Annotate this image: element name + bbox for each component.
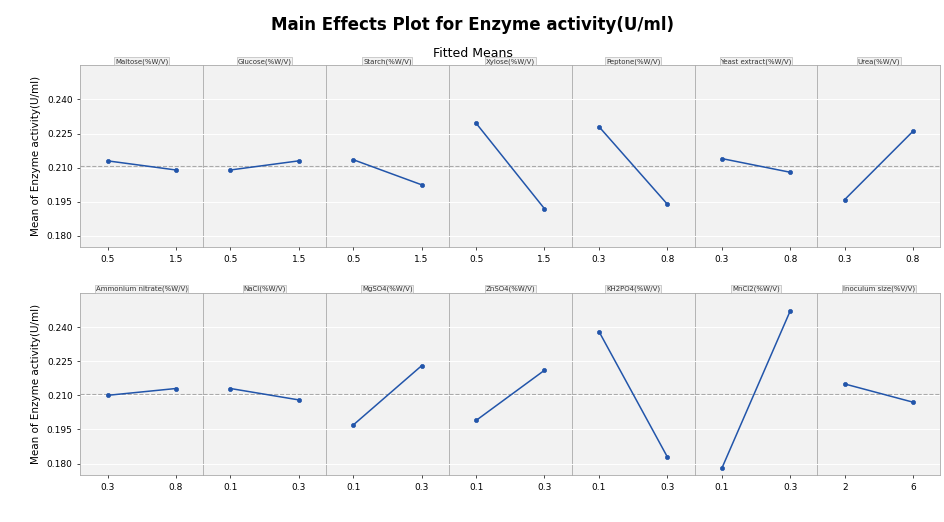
Title: KH2PO4(%W/V): KH2PO4(%W/V) (605, 286, 660, 292)
Text: Main Effects Plot for Enzyme activity(U/ml): Main Effects Plot for Enzyme activity(U/… (271, 16, 673, 33)
Title: Xylose(%W/V): Xylose(%W/V) (485, 58, 534, 65)
Title: Inoculum size(%V/V): Inoculum size(%V/V) (842, 286, 914, 292)
Title: ZnSO4(%W/V): ZnSO4(%W/V) (485, 286, 534, 292)
Title: MgSO4(%W/V): MgSO4(%W/V) (362, 286, 413, 292)
Title: Peptone(%W/V): Peptone(%W/V) (605, 58, 660, 65)
Title: Ammonium nitrate(%W/V): Ammonium nitrate(%W/V) (95, 286, 188, 292)
Title: Maltose(%W/V): Maltose(%W/V) (115, 58, 168, 65)
Text: Fitted Means: Fitted Means (432, 47, 512, 60)
Y-axis label: Mean of Enzyme activity(U/ml): Mean of Enzyme activity(U/ml) (31, 76, 42, 236)
Title: Urea(%W/V): Urea(%W/V) (857, 58, 899, 65)
Title: Glucose(%W/V): Glucose(%W/V) (237, 58, 292, 65)
Title: Yeast extract(%W/V): Yeast extract(%W/V) (719, 58, 791, 65)
Y-axis label: Mean of Enzyme activity(U/ml): Mean of Enzyme activity(U/ml) (31, 304, 42, 464)
Title: MnCl2(%W/V): MnCl2(%W/V) (732, 286, 779, 292)
Title: Starch(%W/V): Starch(%W/V) (362, 58, 412, 65)
Title: NaCl(%W/V): NaCl(%W/V) (244, 286, 285, 292)
